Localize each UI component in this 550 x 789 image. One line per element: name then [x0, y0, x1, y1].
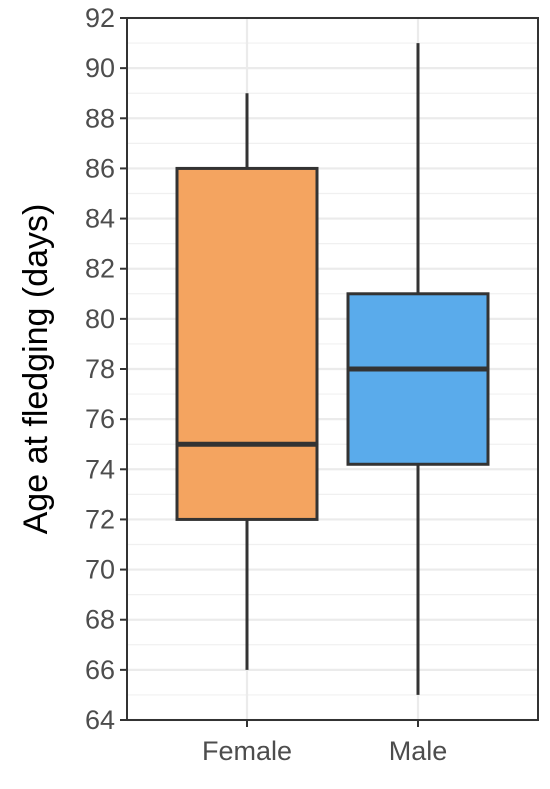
box-series [175, 43, 490, 695]
y-axis: 64 66 68 70 72 74 76 78 80 82 84 86 88 90 92 [85, 3, 127, 735]
y-tick-label: 74 [85, 454, 115, 484]
y-tick-label: 86 [85, 153, 115, 183]
y-tick-label: 92 [85, 3, 115, 33]
y-tick-label: 72 [85, 504, 115, 534]
y-tick-label: 90 [85, 53, 115, 83]
x-tick-label: Female [202, 736, 292, 766]
y-tick-label: 76 [85, 404, 115, 434]
x-axis: Female Male [202, 720, 447, 766]
x-tick-label: Male [389, 736, 448, 766]
y-tick-label: 64 [85, 705, 115, 735]
y-axis-title: Age at fledging (days) [17, 204, 55, 535]
y-tick-label: 68 [85, 605, 115, 635]
y-tick-label: 84 [85, 204, 115, 234]
y-tick-label: 80 [85, 304, 115, 334]
y-tick-label: 88 [85, 103, 115, 133]
y-tick-label: 78 [85, 354, 115, 384]
y-tick-label: 66 [85, 655, 115, 685]
female-box [175, 166, 319, 521]
y-tick-label: 82 [85, 254, 115, 284]
y-tick-label: 70 [85, 555, 115, 585]
male-box [346, 292, 490, 466]
